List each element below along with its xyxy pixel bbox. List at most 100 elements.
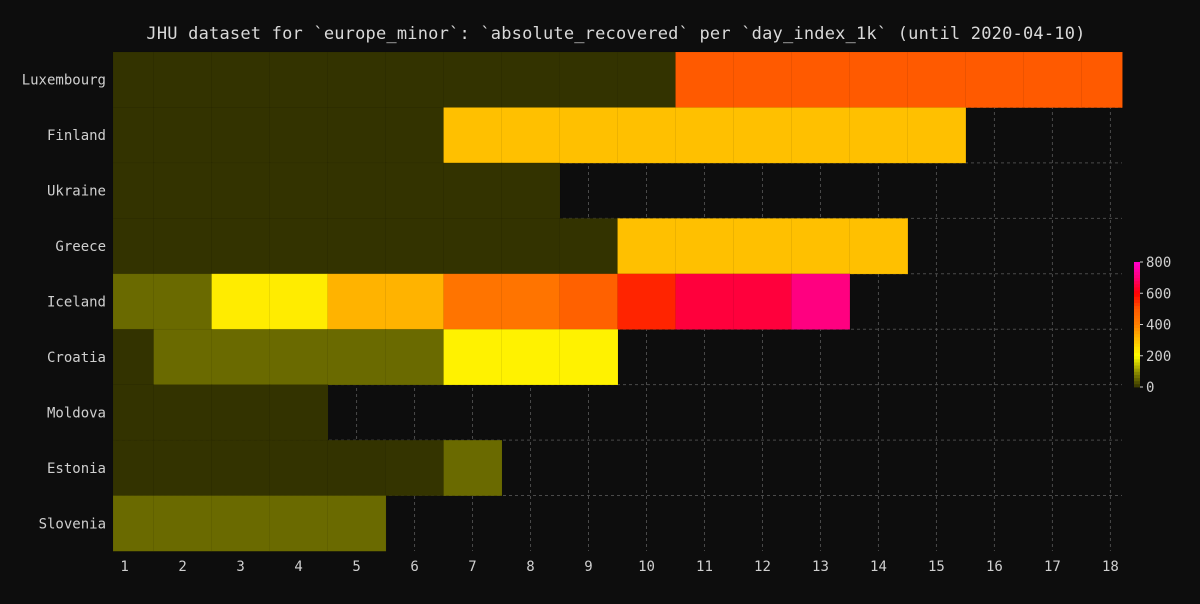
- colorbar-segment: [1134, 380, 1140, 385]
- heatmap-cell: [211, 162, 271, 219]
- colorbar-segment: [1134, 315, 1140, 319]
- heatmap-cell: [153, 107, 213, 164]
- heatmap-cell: [385, 218, 445, 275]
- x-tick-label: 6: [410, 559, 418, 575]
- heatmap-cell: [153, 495, 213, 552]
- heatmap-cell: [269, 273, 329, 330]
- heatmap-cell: [617, 273, 677, 330]
- heatmap-cell: [153, 328, 213, 386]
- heatmap-cell: [617, 51, 677, 109]
- heatmap-cell: [327, 107, 387, 164]
- y-tick-label: Croatia: [47, 350, 106, 366]
- colorbar-segment: [1134, 324, 1140, 329]
- heatmap-cell: [791, 273, 851, 330]
- y-tick-label: Finland: [47, 128, 106, 144]
- x-tick-label: 1: [120, 559, 128, 575]
- x-tick-label: 7: [468, 559, 476, 575]
- heatmap-cell: [112, 218, 155, 275]
- colorbar-segment: [1134, 340, 1140, 344]
- heatmap-cell: [112, 51, 155, 109]
- heatmap-cell: [269, 439, 329, 497]
- heatmap-cell: [791, 218, 851, 275]
- colorbar-segment: [1134, 333, 1140, 338]
- heatmap-cell: [153, 439, 213, 497]
- colorbar-segment: [1134, 343, 1140, 347]
- colorbar-segment: [1134, 271, 1140, 275]
- colorbar-segment: [1134, 374, 1140, 379]
- heatmap-cell: [269, 51, 329, 109]
- colorbar-segment: [1134, 377, 1140, 382]
- y-tick-label: Ukraine: [47, 184, 106, 200]
- heatmap-cell: [385, 107, 445, 164]
- colorbar-segment: [1134, 305, 1140, 310]
- heatmap-cell: [153, 51, 213, 109]
- heatmap-cell: [211, 328, 271, 386]
- heatmap-cell: [907, 107, 967, 164]
- heatmap-cell: [675, 273, 735, 330]
- colorbar-segment: [1134, 308, 1140, 313]
- heatmap-cell: [559, 273, 619, 330]
- heatmap-cell: [211, 51, 271, 109]
- heatmap-cell: [112, 439, 155, 497]
- colorbar-segment: [1134, 302, 1140, 307]
- heatmap-cell: [675, 51, 735, 109]
- colorbar-segment: [1134, 337, 1140, 341]
- heatmap-cell: [153, 218, 213, 275]
- heatmap-cell: [153, 162, 213, 219]
- colorbar-tick-label: 800: [1146, 255, 1171, 271]
- colorbar-segment: [1134, 321, 1140, 325]
- cells: [112, 51, 1123, 552]
- heatmap-cell: [385, 328, 445, 386]
- heatmap-cell: [675, 107, 735, 164]
- heatmap-cell: [443, 218, 503, 275]
- heatmap-cell: [269, 384, 329, 441]
- heatmap-cell: [327, 218, 387, 275]
- heatmap-cell: [443, 273, 503, 330]
- colorbar-segment: [1134, 346, 1140, 350]
- heatmap-cell: [501, 328, 561, 386]
- heatmap-cell: [269, 328, 329, 386]
- heatmap-cell: [559, 218, 619, 275]
- heatmap-cell: [211, 439, 271, 497]
- x-tick-label: 11: [696, 559, 713, 575]
- colorbar-segment: [1134, 355, 1140, 360]
- colorbar-segment: [1134, 368, 1140, 372]
- heatmap-cell: [112, 273, 155, 330]
- colorbar-segment: [1134, 349, 1140, 354]
- heatmap-cell: [443, 328, 503, 386]
- heatmap-cell: [443, 107, 503, 164]
- heatmap-cell: [327, 495, 387, 552]
- heatmap-cell: [385, 273, 445, 330]
- colorbar-segment: [1134, 277, 1140, 282]
- heatmap-cell: [112, 495, 155, 552]
- y-tick-label: Moldova: [47, 405, 106, 421]
- heatmap-cell: [675, 218, 735, 275]
- heatmap-cell: [559, 107, 619, 164]
- heatmap-cell: [617, 107, 677, 164]
- colorbar-segment: [1134, 296, 1140, 300]
- heatmap-cell: [269, 218, 329, 275]
- x-tick-label: 8: [526, 559, 534, 575]
- colorbar-segment: [1134, 318, 1140, 322]
- heatmap-cell: [269, 107, 329, 164]
- colorbar-segment: [1134, 299, 1140, 304]
- y-tick-label: Estonia: [47, 461, 106, 477]
- colorbar-segment: [1134, 365, 1140, 369]
- colorbar: 0 200 400 600 800: [1134, 255, 1171, 396]
- heatmap-cell: [849, 107, 909, 164]
- x-tick-label: 13: [812, 559, 829, 575]
- x-tick-label: 2: [178, 559, 186, 575]
- x-tick-label: 15: [928, 559, 945, 575]
- colorbar-tick-label: 600: [1146, 286, 1171, 302]
- colorbar-segment: [1134, 358, 1140, 363]
- heatmap-cell: [733, 51, 793, 109]
- colorbar-segment: [1134, 290, 1140, 294]
- colorbar-segment: [1134, 352, 1140, 357]
- colorbar-segment: [1134, 330, 1140, 335]
- heatmap-cell: [211, 495, 271, 552]
- colorbar-segment: [1134, 383, 1140, 388]
- heatmap-cell: [153, 273, 213, 330]
- heatmap-cell: [907, 51, 967, 109]
- x-tick-label: 4: [294, 559, 302, 575]
